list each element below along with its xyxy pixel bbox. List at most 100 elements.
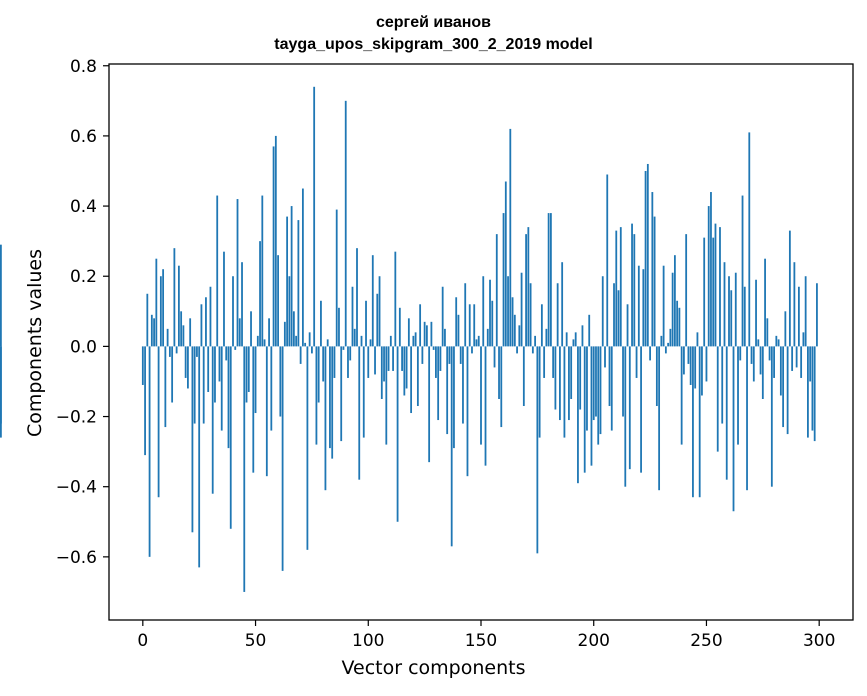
x-axis-label: Vector components [341,657,526,679]
bar-component-30 [209,286,212,347]
bar-component-274 [759,346,762,375]
bar-component-236 [673,255,676,347]
bar-component-26 [200,304,203,347]
y-tick-label: −0.6 [56,548,97,568]
bar-component-219 [635,346,638,378]
bar-component-162 [507,276,509,347]
bar-component-263 [734,272,737,347]
bar-component-96 [358,346,361,480]
x-axis: 0 50 100 150 200 250 300 [137,620,835,651]
bar-component-27 [202,346,205,424]
bar-component-64 [286,216,289,347]
bar-component-122 [416,346,419,407]
bar-component-107 [383,346,385,382]
bar-component-283 [779,346,782,396]
bar-component-272 [755,279,757,347]
bar-component-252 [710,192,712,347]
bar-component-195 [581,325,584,347]
bar-component-156 [493,346,496,368]
bar-component-136 [448,346,451,364]
bar-component-251 [707,206,710,347]
bar-component-149 [477,335,480,347]
bar-component-268 [746,346,748,491]
bar-component-14 [173,248,176,347]
bar-component-186 [561,262,564,347]
bar-component-19 [184,346,187,378]
y-tick-label: 0.4 [70,197,97,217]
bar-component-161 [504,181,507,347]
bar-component-76 [313,86,316,347]
bar-component-74 [308,332,311,347]
y-tick-label: 0.0 [70,337,97,357]
bar-component-61 [279,346,282,417]
bar-component-216 [628,346,631,470]
bar-component-36 [223,251,225,347]
bar-component-51 [256,335,259,347]
bar-component-87 [338,307,340,347]
y-tick-label: −0.2 [56,408,97,428]
bar-component-52 [259,241,261,347]
bar-component-204 [601,276,604,347]
bar-component-287 [788,230,791,347]
bar-component-152 [484,346,487,466]
bar-component-135 [446,346,449,435]
bar-component-291 [797,286,800,347]
bar-component-57 [270,346,273,431]
bar-component-193 [577,346,579,484]
x-tick-label: 150 [465,631,497,651]
bar-component-33 [216,195,219,347]
bar-component-123 [419,304,422,347]
bar-component-3 [148,346,151,557]
bar-component-256 [719,227,721,347]
bar-component-45 [243,346,246,592]
bar-component-55 [265,346,268,477]
bar-component-53 [261,195,264,347]
bar-component-289 [793,262,796,347]
bar-component-84 [331,346,334,459]
chart-subtitle: tayga_upos_skipgram_300_2_2019 model [274,36,593,53]
bar-component-67 [292,311,295,347]
bar-component-80 [322,346,325,382]
bar-component-59 [274,135,277,347]
bar-component-171 [527,227,530,347]
bar-component-undefined [0,244,2,347]
bar-component-288 [791,346,794,371]
bar-component-60 [277,255,279,347]
bar-component-201 [595,346,597,417]
bar-component-65 [288,276,291,347]
bar-component-128 [430,321,433,347]
bar-component-103 [374,346,376,375]
bar-component-13 [171,346,174,403]
axes-frame [108,63,854,621]
bar-component-209 [613,283,615,347]
bar-component-15 [175,346,178,354]
bar-component-25 [198,346,201,568]
bar-component-100 [367,346,370,378]
bar-component-281 [775,335,778,347]
bar-component-145 [468,304,471,347]
bar-component-16 [177,265,180,347]
bar-component-273 [757,339,760,347]
bar-component-95 [356,248,358,347]
bar-component-91 [347,346,349,378]
bar-component-78 [317,346,320,403]
bar-component-146 [471,346,473,354]
bar-component-279 [770,346,773,487]
bar-component-285 [784,311,787,347]
bar-component-232 [664,346,667,354]
bar-component-237 [676,300,679,347]
bar-component-41 [234,346,237,350]
bar-component-34 [218,346,221,382]
bar-component-182 [552,346,555,378]
bar-component-267 [743,286,746,347]
bar-component-262 [732,346,735,512]
x-tick-label: 0 [137,631,148,651]
bar-component-119 [410,346,413,414]
bar-component-73 [306,346,309,550]
bar-component-248 [701,346,703,396]
bar-component-210 [615,230,618,347]
bar-component-138 [453,346,455,449]
bar-component-179 [545,328,548,347]
